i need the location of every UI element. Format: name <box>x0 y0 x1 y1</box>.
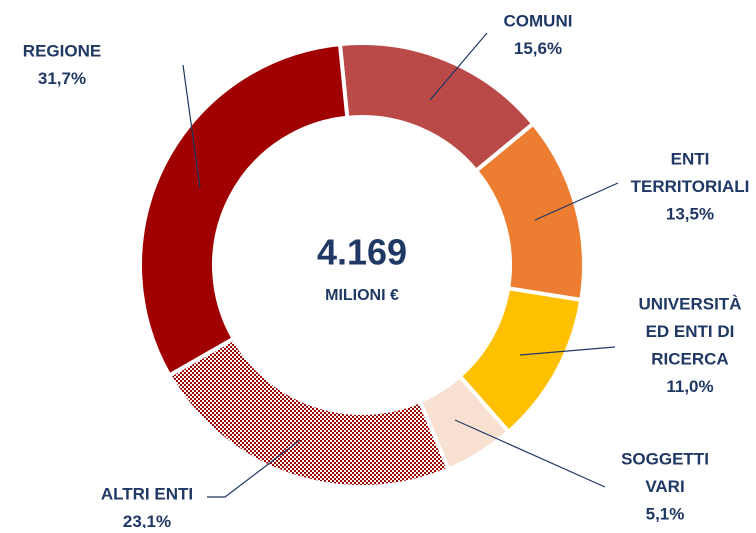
category-label: RICERCA <box>651 349 728 368</box>
category-label: ENTI <box>671 149 710 168</box>
leader-line <box>182 64 201 189</box>
donut-segment <box>166 335 452 489</box>
leader-line <box>454 419 606 488</box>
value-label: 5,1% <box>646 504 685 523</box>
category-label: COMUNI <box>504 11 573 30</box>
category-label: ED ENTI DI <box>646 322 735 341</box>
value-label: 31,7% <box>38 69 86 88</box>
leader-line <box>534 182 619 221</box>
leader-line <box>519 346 616 356</box>
category-label: ALTRI ENTI <box>101 484 193 503</box>
category-label: UNIVERSITÀ <box>639 294 742 313</box>
center-subtext: MILIONI € <box>325 287 399 304</box>
leader-line <box>207 439 301 498</box>
leader-line <box>429 32 488 101</box>
category-label: VARI <box>645 477 684 496</box>
center-value: 4.169 <box>317 232 407 273</box>
value-label: 13,5% <box>666 204 714 223</box>
category-label: SOGGETTI <box>621 449 709 468</box>
category-label: TERRITORIALI <box>631 177 750 196</box>
value-label: 23,1% <box>123 512 171 528</box>
value-label: 15,6% <box>514 39 562 58</box>
category-label: REGIONE <box>23 41 101 60</box>
donut-segment <box>138 41 350 379</box>
value-label: 11,0% <box>666 377 713 396</box>
